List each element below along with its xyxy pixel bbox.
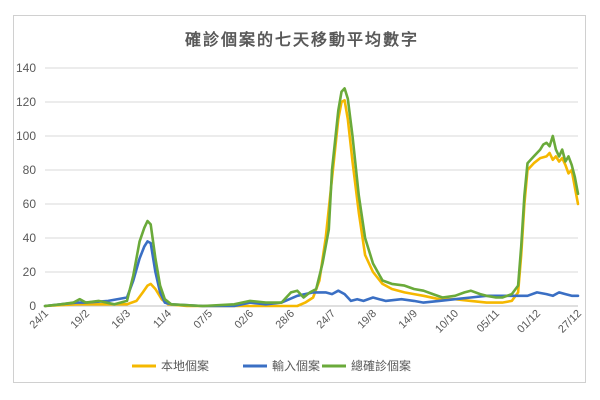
legend-label-3: 總確診個案 (351, 358, 411, 373)
series-lines (43, 87, 580, 308)
y-tick-label: 60 (23, 197, 37, 211)
x-tick-label: 11/4 (151, 308, 174, 331)
legend: 本地個案 輸入個案 總確診個案 (132, 358, 411, 373)
legend-label-2: 輸入個案 (272, 358, 320, 373)
x-tick-label: 07/5 (191, 308, 215, 332)
x-tick-label: 24/7 (314, 308, 338, 332)
x-tick-label: 28/6 (273, 308, 297, 332)
series-line-1 (43, 99, 580, 308)
x-tick-label: 19/8 (355, 308, 379, 332)
grid-lines (45, 67, 578, 307)
y-tick-label: 0 (29, 299, 36, 313)
y-tick-label: 100 (16, 129, 36, 143)
legend-label-1: 本地個案 (161, 358, 209, 373)
x-axis-ticks: 24/1 19/2 16/3 11/4 07/5 02/6 28/6 24/7 19/8 14/9… (27, 308, 584, 336)
y-tick-label: 80 (23, 163, 37, 177)
series-line-3 (43, 87, 580, 308)
chart-frame (13, 15, 586, 383)
chart-title: 確診個案的七天移動平均數字 (185, 30, 419, 49)
series-line-2 (43, 240, 580, 308)
x-tick-label: 05/11 (475, 308, 502, 335)
x-tick-label: 16/3 (109, 308, 133, 332)
x-tick-label: 19/2 (68, 308, 92, 332)
x-tick-label: 01/12 (515, 308, 543, 336)
x-tick-label: 10/10 (433, 308, 461, 336)
y-axis-ticks: 0 20 40 60 80 100 120 140 (16, 61, 36, 313)
x-tick-label: 14/9 (396, 308, 420, 332)
y-tick-label: 140 (16, 61, 36, 75)
y-tick-label: 40 (23, 231, 37, 245)
y-tick-label: 20 (23, 265, 37, 279)
x-tick-label: 02/6 (232, 308, 256, 332)
y-tick-label: 120 (16, 95, 36, 109)
x-tick-label: 27/12 (556, 308, 584, 336)
